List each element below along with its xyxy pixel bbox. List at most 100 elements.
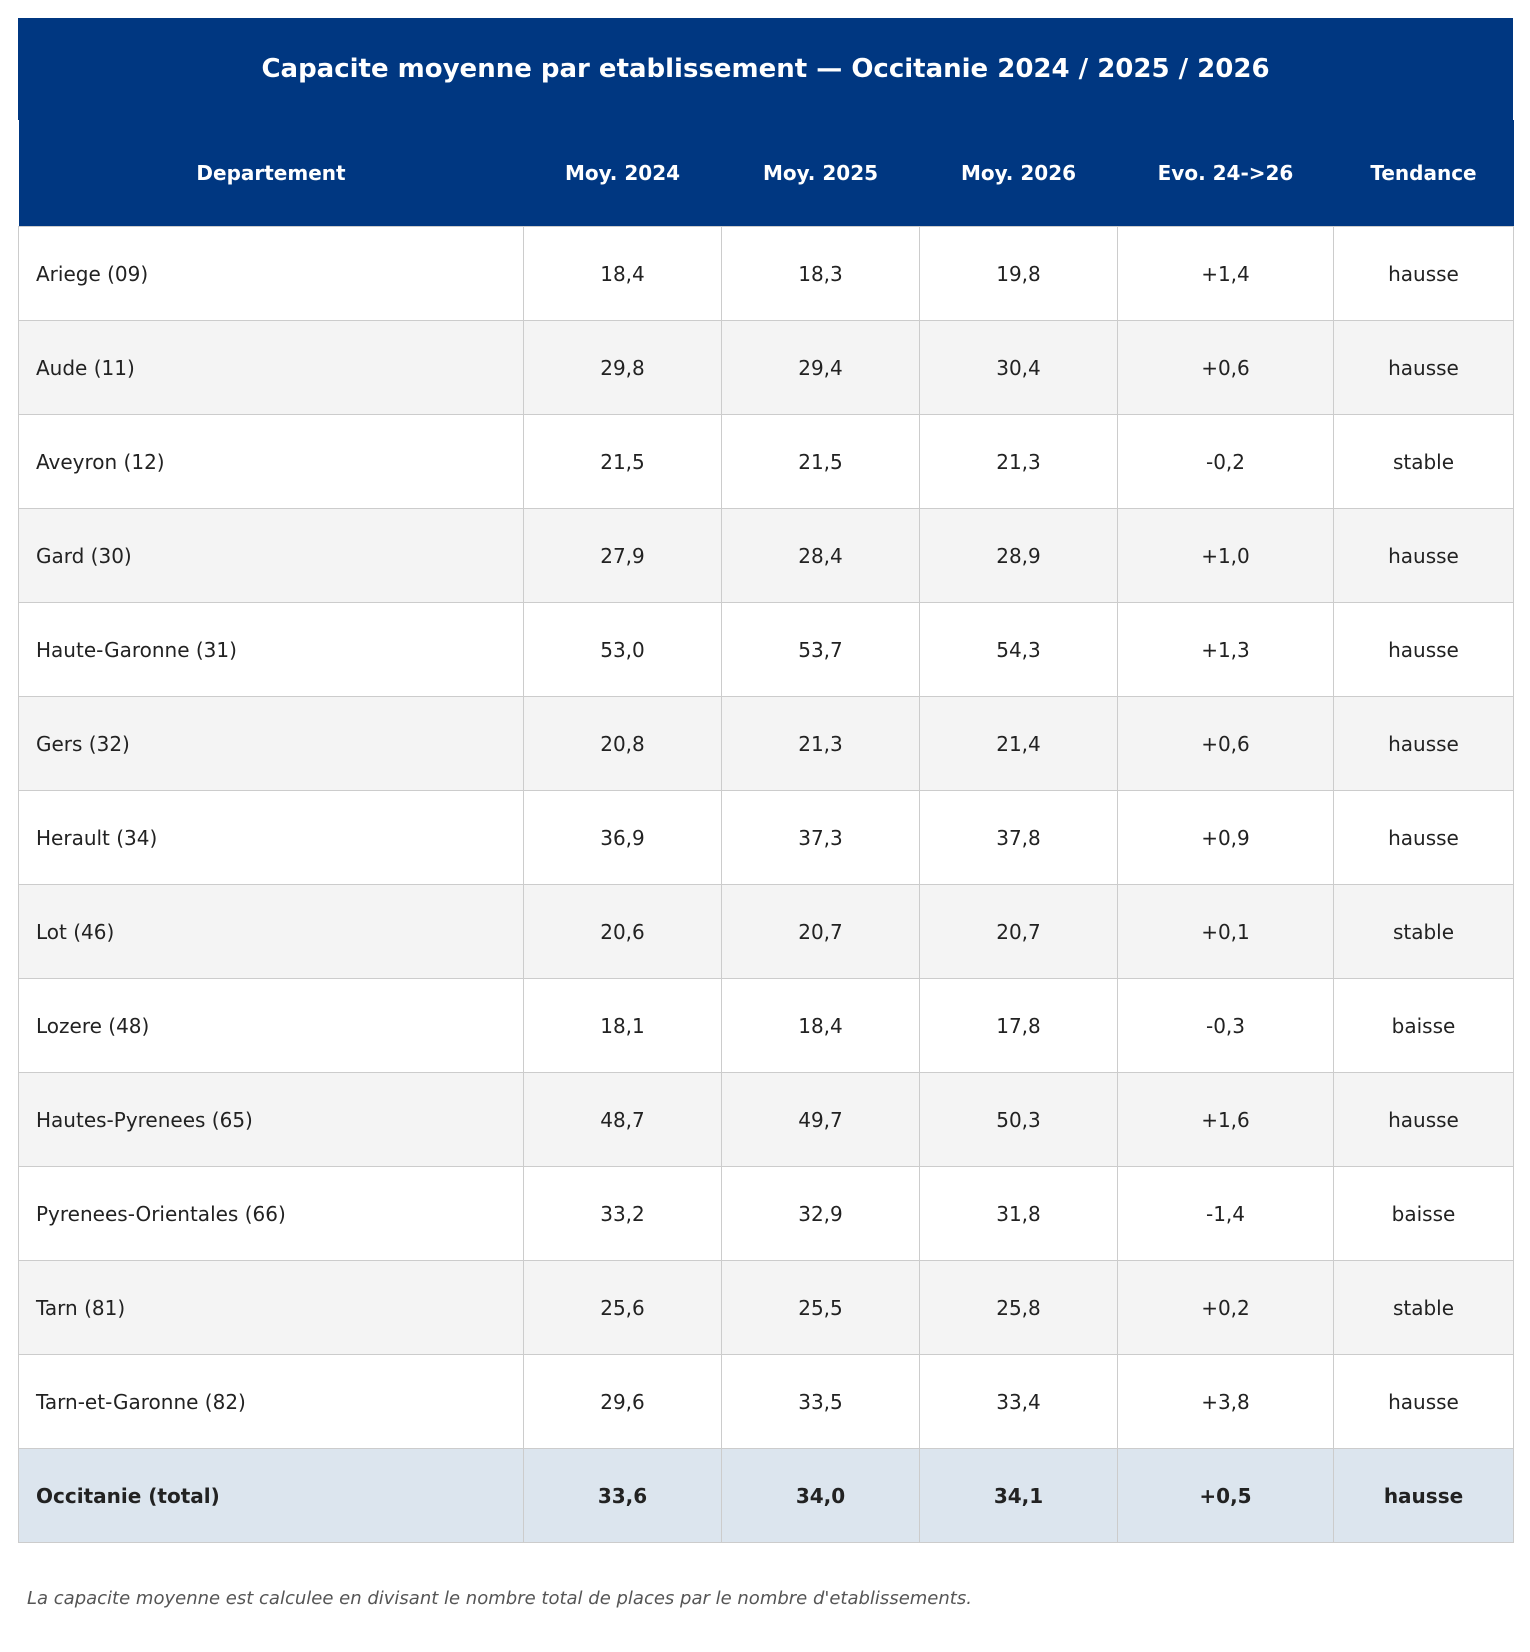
table-row: Gers (32) 20,8 21,3 21,4 +0,6 hausse [18,696,1514,791]
cell-tendance: hausse [1333,508,1514,603]
table-row: Haute-Garonne (31) 53,0 53,7 54,3 +1,3 h… [18,602,1514,697]
cell-evolution: +0,6 [1117,696,1334,791]
cell-evolution: -0,2 [1117,414,1334,509]
cell-tendance-total: hausse [1333,1448,1514,1543]
table-row: Ariege (09) 18,4 18,3 19,8 +1,4 hausse [18,226,1514,321]
cell-tendance: stable [1333,414,1514,509]
table-body: Ariege (09) 18,4 18,3 19,8 +1,4 hausse A… [18,226,1514,1543]
cell-moy-2025: 21,3 [721,696,920,791]
cell-moy-2024: 29,8 [523,320,722,415]
cell-evolution: +0,9 [1117,790,1334,885]
cell-moy-2026: 30,4 [919,320,1118,415]
table-row: Herault (34) 36,9 37,3 37,8 +0,9 hausse [18,790,1514,885]
cell-departement: Tarn (81) [18,1260,524,1355]
cell-moy-2025: 32,9 [721,1166,920,1261]
cell-moy-2025: 53,7 [721,602,920,697]
cell-moy-2026: 21,4 [919,696,1118,791]
cell-moy-2024: 53,0 [523,602,722,697]
cell-tendance: hausse [1333,696,1514,791]
table-row: Tarn (81) 25,6 25,5 25,8 +0,2 stable [18,1260,1514,1355]
cell-moy-2026: 37,8 [919,790,1118,885]
cell-moy-2026: 33,4 [919,1354,1118,1449]
cell-evolution: +3,8 [1117,1354,1334,1449]
col-header-moy-2026: Moy. 2026 [919,120,1118,227]
cell-moy-2024: 36,9 [523,790,722,885]
cell-moy-2026: 28,9 [919,508,1118,603]
cell-tendance: hausse [1333,1354,1514,1449]
cell-departement: Gard (30) [18,508,524,603]
cell-evolution: +1,6 [1117,1072,1334,1167]
col-header-moy-2024: Moy. 2024 [523,120,722,227]
cell-evolution-total: +0,5 [1117,1448,1334,1543]
cell-moy-2026: 25,8 [919,1260,1118,1355]
cell-moy-2024: 21,5 [523,414,722,509]
total-row: Occitanie (total) 33,6 34,0 34,1 +0,5 ha… [18,1448,1514,1543]
cell-moy-2024: 18,4 [523,226,722,321]
cell-departement: Lot (46) [18,884,524,979]
table-container: Capacite moyenne par etablissement — Occ… [18,18,1514,1543]
cell-moy-2024: 25,6 [523,1260,722,1355]
cell-moy-2024: 33,2 [523,1166,722,1261]
cell-moy-2025: 28,4 [721,508,920,603]
col-header-evolution: Evo. 24->26 [1117,120,1334,227]
cell-moy-2025: 21,5 [721,414,920,509]
cell-moy-2024: 20,6 [523,884,722,979]
table-row: Hautes-Pyrenees (65) 48,7 49,7 50,3 +1,6… [18,1072,1514,1167]
table-title: Capacite moyenne par etablissement — Occ… [18,18,1513,120]
cell-evolution: +1,0 [1117,508,1334,603]
cell-moy-2024: 18,1 [523,978,722,1073]
cell-moy-2024: 29,6 [523,1354,722,1449]
cell-moy-2025: 49,7 [721,1072,920,1167]
cell-tendance: hausse [1333,602,1514,697]
cell-moy-2024: 20,8 [523,696,722,791]
cell-tendance: hausse [1333,1072,1514,1167]
cell-departement: Tarn-et-Garonne (82) [18,1354,524,1449]
cell-tendance: hausse [1333,320,1514,415]
cell-tendance: hausse [1333,226,1514,321]
cell-departement: Herault (34) [18,790,524,885]
data-table: Departement Moy. 2024 Moy. 2025 Moy. 202… [18,120,1514,1543]
cell-moy-2026: 31,8 [919,1166,1118,1261]
cell-moy-2025: 29,4 [721,320,920,415]
cell-moy-2024: 48,7 [523,1072,722,1167]
cell-departement: Aude (11) [18,320,524,415]
table-row: Tarn-et-Garonne (82) 29,6 33,5 33,4 +3,8… [18,1354,1514,1449]
cell-moy-2026-total: 34,1 [919,1448,1118,1543]
cell-departement: Hautes-Pyrenees (65) [18,1072,524,1167]
cell-departement-total: Occitanie (total) [18,1448,524,1543]
cell-moy-2026: 21,3 [919,414,1118,509]
cell-departement: Lozere (48) [18,978,524,1073]
table-row: Pyrenees-Orientales (66) 33,2 32,9 31,8 … [18,1166,1514,1261]
col-header-departement: Departement [18,120,524,227]
cell-evolution: -0,3 [1117,978,1334,1073]
cell-departement: Gers (32) [18,696,524,791]
cell-evolution: +0,2 [1117,1260,1334,1355]
cell-moy-2025-total: 34,0 [721,1448,920,1543]
col-header-moy-2025: Moy. 2025 [721,120,920,227]
header-row: Departement Moy. 2024 Moy. 2025 Moy. 202… [18,120,1514,227]
cell-departement: Aveyron (12) [18,414,524,509]
cell-moy-2025: 18,4 [721,978,920,1073]
cell-evolution: +0,1 [1117,884,1334,979]
cell-moy-2025: 37,3 [721,790,920,885]
cell-tendance: stable [1333,1260,1514,1355]
cell-moy-2025: 25,5 [721,1260,920,1355]
cell-departement: Haute-Garonne (31) [18,602,524,697]
cell-moy-2024-total: 33,6 [523,1448,722,1543]
table-row: Aude (11) 29,8 29,4 30,4 +0,6 hausse [18,320,1514,415]
cell-moy-2026: 50,3 [919,1072,1118,1167]
cell-moy-2024: 27,9 [523,508,722,603]
footnote: La capacite moyenne est calculee en divi… [27,1588,972,1609]
cell-evolution: -1,4 [1117,1166,1334,1261]
cell-moy-2026: 17,8 [919,978,1118,1073]
cell-moy-2026: 54,3 [919,602,1118,697]
cell-tendance: baisse [1333,978,1514,1073]
cell-evolution: +1,4 [1117,226,1334,321]
table-header: Departement Moy. 2024 Moy. 2025 Moy. 202… [18,120,1514,227]
table-row: Lot (46) 20,6 20,7 20,7 +0,1 stable [18,884,1514,979]
table-row: Lozere (48) 18,1 18,4 17,8 -0,3 baisse [18,978,1514,1073]
cell-departement: Ariege (09) [18,226,524,321]
cell-moy-2026: 20,7 [919,884,1118,979]
cell-tendance: stable [1333,884,1514,979]
cell-moy-2026: 19,8 [919,226,1118,321]
